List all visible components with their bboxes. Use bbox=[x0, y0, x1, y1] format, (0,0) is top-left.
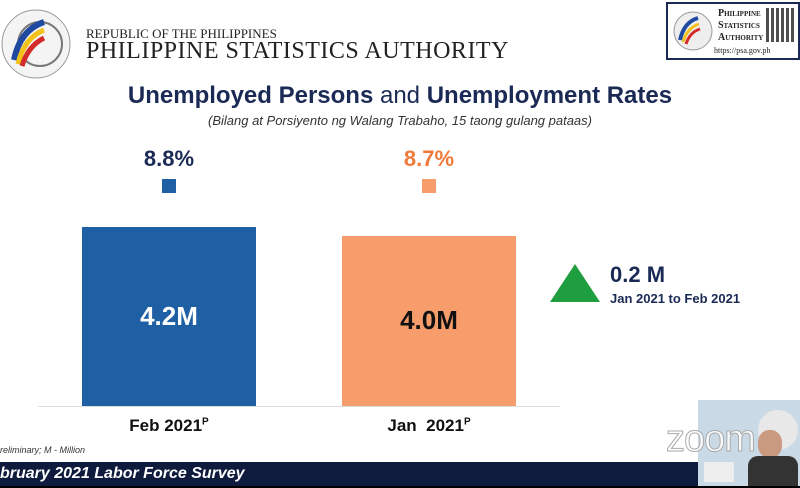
preliminary-mark: P bbox=[202, 416, 209, 428]
category-label-0: Feb 2021P bbox=[82, 416, 256, 436]
qr-code-icon bbox=[766, 8, 796, 42]
chart-baseline bbox=[38, 406, 560, 407]
legend-swatch-1 bbox=[422, 179, 436, 193]
psa-badge-logo bbox=[673, 11, 713, 51]
change-value: 0.2 M bbox=[610, 262, 666, 287]
bar-1: 4.0M bbox=[342, 235, 516, 406]
category-label-1: Jan 2021P bbox=[342, 416, 516, 436]
slide-subtitle: (Bilang at Porsiyento ng Walang Trabaho,… bbox=[208, 113, 592, 128]
speaker-head bbox=[758, 430, 782, 458]
badge-url: https://psa.gov.ph bbox=[714, 46, 771, 55]
bar-value-label: 4.2M bbox=[140, 301, 198, 331]
footnote: reliminary; M - Million bbox=[0, 445, 86, 455]
badge-line2: Statistics bbox=[718, 20, 760, 31]
letterbox bbox=[0, 486, 800, 488]
psa-badge: Philippine Statistics Authority https://… bbox=[666, 2, 800, 60]
zoom-watermark: zoom bbox=[666, 418, 757, 461]
footer-bar: bruary 2021 Labor Force Survey bbox=[0, 462, 800, 486]
up-triangle-icon bbox=[550, 264, 600, 302]
video-desk-item bbox=[704, 462, 734, 482]
badge-line3: Authority bbox=[718, 32, 764, 43]
speaker-body bbox=[748, 456, 798, 486]
speaker-video-thumbnail[interactable] bbox=[698, 400, 800, 486]
footer-text: bruary 2021 Labor Force Survey bbox=[0, 465, 245, 482]
preliminary-mark: P bbox=[463, 416, 471, 428]
badge-line1: Philippine bbox=[718, 8, 761, 19]
bar-value-label: 4.0M bbox=[400, 305, 458, 336]
psa-logo bbox=[1, 9, 71, 79]
category-text: Jan 2021 bbox=[387, 416, 464, 435]
category-text: Feb 2021 bbox=[129, 416, 203, 435]
rate-label-0: 8.8% bbox=[143, 146, 195, 171]
republic-label: REPUBLIC OF THE PHILIPPINES bbox=[86, 26, 277, 41]
slide-title: Unemployed Persons and Unemployment Rate… bbox=[127, 82, 673, 109]
agency-name: PHILIPPINE STATISTICS AUTHORITY bbox=[86, 38, 509, 64]
change-period: Jan 2021 to Feb 2021 bbox=[610, 291, 741, 306]
rate-label-1: 8.7% bbox=[403, 146, 455, 171]
legend-swatch-0 bbox=[162, 179, 176, 193]
bar-0: 4.2M bbox=[82, 227, 256, 406]
